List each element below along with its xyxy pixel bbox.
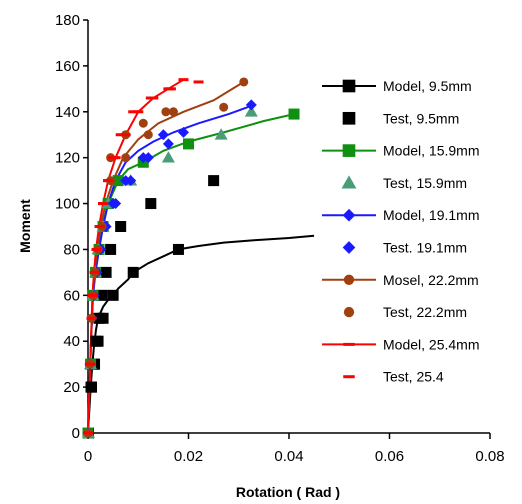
data-point: [157, 129, 169, 141]
data-point: [85, 381, 97, 393]
y-tick-label: 100: [55, 196, 80, 213]
y-tick-label: 120: [55, 150, 80, 167]
data-point: [161, 107, 171, 117]
legend-marker: [341, 175, 357, 189]
legend-label: Model, 25.4mm: [383, 336, 479, 352]
data-point: [138, 118, 148, 128]
data-point: [214, 128, 228, 140]
y-tick-label: 140: [55, 104, 80, 121]
x-tick-label: 0.02: [174, 448, 203, 465]
data-point: [96, 289, 108, 301]
data-point: [239, 77, 249, 87]
x-tick-label: 0.06: [375, 448, 404, 465]
data-point: [244, 105, 258, 117]
legend-label: Test. 19.1mm: [383, 240, 467, 256]
data-point: [219, 102, 229, 112]
x-axis-title: Rotation ( Rad ): [236, 484, 340, 500]
legend-marker: [342, 208, 356, 222]
data-point: [107, 289, 119, 301]
data-point: [177, 126, 189, 138]
data-point: [120, 175, 132, 187]
legend-marker: [343, 274, 355, 285]
legend-label: Model, 9.5mm: [383, 78, 472, 94]
data-point: [172, 243, 184, 255]
legend-label: Test, 25.4: [383, 369, 444, 385]
data-point: [127, 266, 139, 278]
data-point: [168, 107, 178, 117]
legend-label: Mosel, 22.2mm: [383, 272, 479, 288]
data-point: [183, 138, 194, 150]
y-tick-label: 80: [63, 241, 80, 258]
data-point: [100, 266, 112, 278]
x-ticks: 0 0.02 0.04 0.06 0.08: [84, 433, 505, 465]
data-point: [107, 198, 119, 210]
y-tick-label: 40: [63, 333, 80, 350]
legend-label: Model, 19.1mm: [383, 207, 479, 223]
data-point: [161, 151, 175, 163]
x-tick-label: 0.04: [274, 448, 303, 465]
data-point: [137, 152, 149, 164]
data-point: [112, 175, 124, 187]
data-point: [115, 221, 127, 232]
legend-label: Test, 9.5mm: [383, 110, 459, 126]
data-point: [208, 175, 220, 187]
y-ticks: 0 20 40 60 80 100 120 140 160 180: [55, 12, 88, 442]
legend-marker: [342, 241, 356, 254]
y-tick-label: 20: [63, 379, 80, 396]
y-tick-label: 0: [72, 425, 80, 442]
data-point: [143, 130, 153, 140]
data-point: [93, 312, 105, 324]
data-point: [162, 138, 174, 150]
data-point: [245, 99, 257, 111]
y-axis-title: Moment: [17, 199, 33, 253]
data-point: [105, 243, 117, 255]
legend: Model, 9.5mm Test, 9.5mm Model, 15.9mm Test…: [322, 78, 479, 385]
x-tick-label: 0.08: [475, 448, 504, 465]
y-tick-label: 160: [55, 58, 80, 75]
data-point: [90, 335, 102, 347]
series-line-8: [87, 78, 185, 434]
legend-label: Test, 22.2mm: [383, 304, 467, 320]
y-tick-label: 180: [55, 12, 80, 29]
series-markers: [82, 77, 300, 439]
y-tick-label: 60: [63, 287, 80, 304]
data-point: [121, 153, 131, 163]
legend-label: Model, 15.9mm: [383, 143, 479, 159]
series-line-0: [87, 234, 315, 434]
data-point: [145, 198, 157, 210]
legend-marker: [343, 306, 355, 318]
x-tick-label: 0: [84, 448, 92, 465]
legend-marker: [342, 144, 356, 157]
legend-marker: [342, 79, 356, 93]
series-line-2: [87, 113, 295, 434]
legend-marker: [342, 111, 356, 125]
data-point: [288, 108, 300, 120]
legend-label: Test, 15.9mm: [383, 175, 467, 191]
